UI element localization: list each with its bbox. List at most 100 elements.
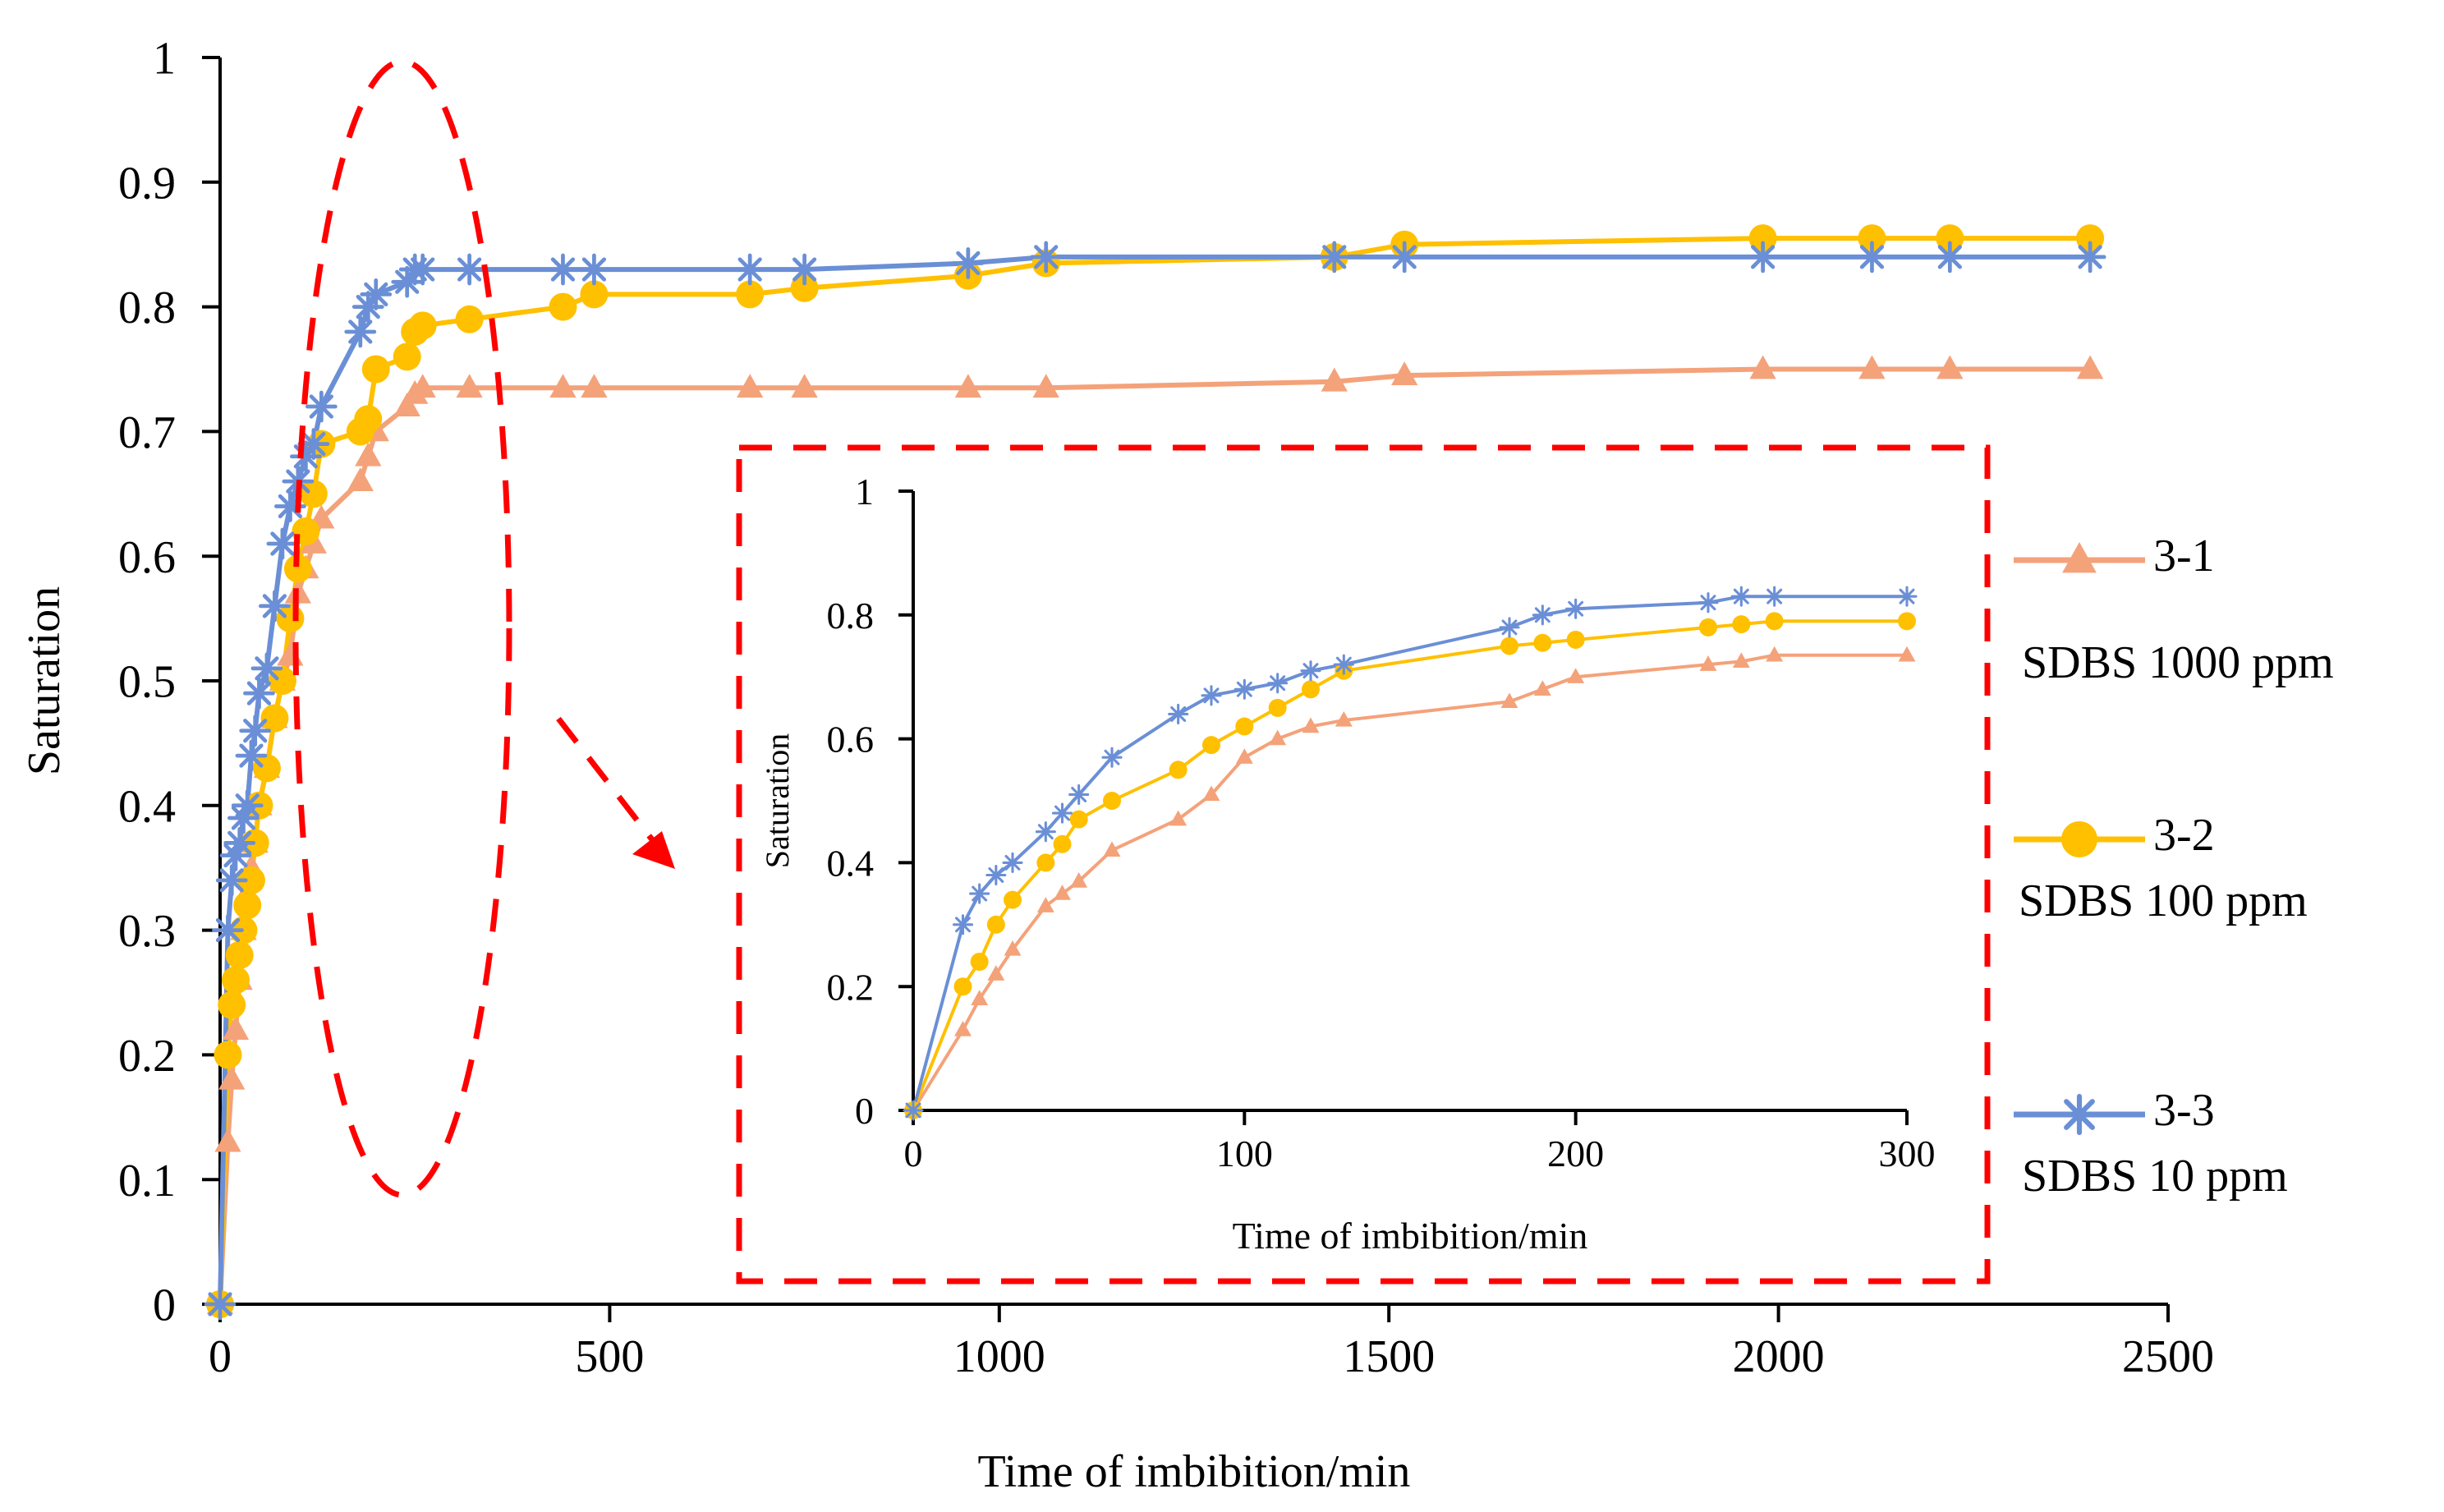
inset-point-3-2 [1500, 637, 1518, 655]
main-point-3-2 [790, 273, 819, 302]
inset-point-3-1 [1235, 748, 1253, 764]
main-point-3-2 [260, 704, 289, 733]
main-point-3-1 [277, 641, 304, 666]
main-point-3-1 [581, 374, 608, 398]
inset-point-3-2 [1732, 615, 1751, 634]
main-y-tick-label: 0.2 [118, 1031, 176, 1082]
main-point-3-1 [2076, 355, 2104, 379]
inset-point-3-2 [1302, 680, 1320, 699]
main-point-3-2 [221, 966, 250, 995]
main-y-tick-label: 1 [153, 34, 176, 85]
inset-series-markers [903, 586, 1918, 1121]
inset-y-tick-label: 0.6 [827, 719, 875, 761]
main-point-3-3 [407, 253, 439, 286]
inset-point-3-3 [1002, 852, 1023, 873]
main-point-3-1 [347, 467, 374, 492]
main-y-tick-label: 0.5 [118, 657, 176, 708]
inset-point-3-1 [1766, 646, 1784, 662]
inset-y-tick-label: 0.4 [827, 843, 875, 885]
main-point-3-1 [355, 442, 382, 466]
main-y-tick-label: 0.7 [118, 407, 176, 458]
inset-y-axis-label: Saturation [759, 733, 796, 868]
main-point-3-2 [736, 280, 765, 309]
main-point-3-3 [547, 253, 579, 286]
main-point-3-3 [733, 253, 766, 286]
main-axes: 00.10.20.30.40.50.60.70.80.910 500 1000 150… [118, 34, 2214, 1382]
inset-x-tick-label: 300 [1879, 1133, 1936, 1174]
main-point-3-3 [243, 677, 275, 710]
main-point-3-2 [408, 311, 437, 340]
inset-series-line-3-1 [912, 653, 1907, 1112]
inset-point-3-3 [1565, 598, 1587, 619]
inset-point-3-2 [953, 977, 972, 996]
inset-point-3-3 [1051, 802, 1073, 824]
inset-point-3-3 [1333, 654, 1354, 675]
inset-y-tick-label: 0 [855, 1090, 874, 1132]
main-point-3-1 [954, 374, 981, 398]
main-point-3-2 [2076, 224, 2105, 253]
main-point-3-2 [214, 1041, 242, 1069]
inset-point-3-1 [1699, 655, 1717, 671]
main-y-tick-label: 0.6 [118, 532, 176, 583]
inset-x-tick-label: 200 [1547, 1133, 1604, 1174]
inset-point-3-2 [1765, 612, 1784, 631]
legend-desc-3-2: SDBS 100 ppm [2019, 875, 2308, 926]
inset-point-3-2 [1566, 630, 1585, 649]
main-point-3-3 [215, 864, 248, 897]
main-point-3-3 [223, 826, 256, 859]
main-point-3-3 [239, 715, 272, 747]
legend-label-3-1: 3-1 [2153, 531, 2215, 581]
main-point-3-2 [218, 990, 246, 1019]
main-point-3-2 [1748, 224, 1777, 253]
main-point-3-1 [222, 1016, 250, 1040]
main-point-3-3 [1933, 241, 1966, 273]
main-point-3-3 [219, 839, 252, 871]
main-point-3-3 [1856, 241, 1888, 273]
inset-point-3-2 [1268, 698, 1287, 717]
zoom-arrow [556, 716, 659, 848]
inset-point-3-1 [1500, 692, 1518, 709]
legend-desc-3-1: SDBS 1000 ppm [2022, 637, 2334, 688]
main-point-3-2 [268, 667, 296, 695]
inset-point-3-1 [1169, 810, 1188, 826]
main-y-tick-label: 0.8 [118, 283, 176, 333]
main-point-3-2 [549, 292, 577, 321]
main-point-3-1 [214, 1128, 241, 1152]
main-point-3-1 [1391, 361, 1418, 385]
main-point-3-1 [1749, 355, 1776, 379]
inset-y-tick-label: 1 [855, 471, 874, 512]
main-x-tick-label: 1500 [1343, 1331, 1435, 1382]
main-x-tick-label: 2000 [1733, 1331, 1825, 1382]
main-point-3-3 [204, 1288, 237, 1321]
inset-point-3-2 [1235, 717, 1254, 736]
inset-point-3-2 [1699, 618, 1717, 637]
main-point-3-3 [1388, 241, 1421, 273]
inset-point-3-3 [1532, 604, 1553, 626]
inset-point-3-3 [1697, 592, 1719, 614]
inset-point-3-3 [1730, 586, 1752, 607]
main-point-3-3 [952, 247, 985, 279]
inset-series-line-3-2 [912, 619, 1907, 1111]
main-point-3-3 [578, 253, 610, 286]
main-point-3-1 [549, 374, 577, 398]
main-point-3-1 [218, 1065, 246, 1090]
inset-point-3-2 [970, 953, 989, 972]
inset-point-3-3 [952, 914, 974, 935]
main-point-3-2 [299, 480, 328, 508]
main-point-3-3 [227, 802, 260, 834]
inset-y-tick-label: 0.2 [827, 966, 875, 1008]
inset-point-3-1 [987, 965, 1005, 981]
inset-point-3-3 [1233, 678, 1255, 700]
inset-point-3-2 [1103, 792, 1121, 810]
main-point-3-3 [453, 253, 485, 286]
main-point-3-2 [354, 405, 383, 434]
inset-x-tick-label: 0 [904, 1133, 923, 1174]
inset-axes: 0 0.2 0.4 0.6 0.8 1 0 100 200 300 [827, 471, 1936, 1174]
main-x-tick-label: 1000 [953, 1331, 1045, 1382]
inset-point-3-2 [1053, 834, 1072, 853]
inset-point-3-2 [1169, 761, 1188, 779]
main-point-3-1 [393, 393, 420, 416]
inset-point-3-1 [1202, 785, 1220, 802]
inset-point-3-3 [1499, 617, 1520, 638]
